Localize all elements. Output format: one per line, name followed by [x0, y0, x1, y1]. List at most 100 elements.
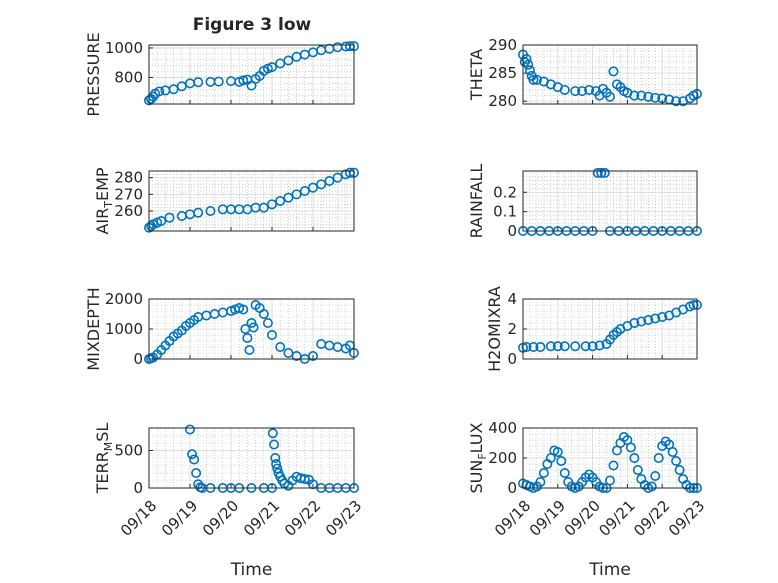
- data-point: [643, 314, 654, 325]
- y-axis-label: MIXDEPTH: [84, 287, 103, 370]
- data-point: [164, 212, 175, 223]
- y-axis-label-suffix: SL: [93, 423, 112, 442]
- y-axis-label-subscript: F: [476, 453, 489, 459]
- data-point: [671, 455, 682, 466]
- y-tick-label: 4: [507, 290, 517, 308]
- y-axis-label: SUNFLUX: [467, 422, 489, 493]
- y-axis-label-main: H2OMIXRA: [485, 286, 504, 372]
- y-tick-label: 500: [114, 442, 143, 460]
- x-tick-label: 09/22: [281, 497, 324, 540]
- x-tick-label: 09/23: [322, 497, 365, 540]
- data-point: [205, 206, 216, 217]
- y-tick-label: 0: [507, 479, 517, 497]
- data-point: [674, 464, 685, 475]
- y-tick-label: 0: [507, 350, 517, 368]
- data-point: [596, 167, 607, 178]
- data-point: [535, 341, 546, 352]
- data-point: [559, 467, 570, 478]
- data-point: [269, 439, 280, 450]
- y-tick-label: 260: [114, 202, 143, 220]
- y-axis-label: THETA: [467, 49, 486, 101]
- x-tick-label: 09/20: [199, 497, 242, 540]
- data-point: [213, 76, 224, 87]
- data-point: [291, 350, 302, 361]
- data-point: [556, 455, 567, 466]
- subplot-4: 00.1 0.2 RAINFALL: [467, 164, 702, 240]
- data-point: [657, 311, 668, 322]
- data-point: [244, 344, 255, 355]
- data-point: [191, 467, 202, 478]
- data-point: [267, 428, 278, 439]
- data-point: [332, 172, 343, 183]
- data-point: [299, 473, 310, 484]
- y-tick-label: 0: [133, 350, 143, 368]
- data-point: [653, 452, 664, 463]
- y-tick-label: 1000: [105, 39, 143, 57]
- x-tick-label: 09/20: [561, 497, 604, 540]
- data-point: [646, 481, 657, 492]
- y-tick-label: 1000: [105, 320, 143, 338]
- axes-box: [148, 427, 355, 489]
- data-point: [594, 340, 605, 351]
- x-tick-label: 09/21: [595, 497, 638, 540]
- data-point: [535, 476, 546, 487]
- x-axis-label: Time: [230, 560, 273, 580]
- data-point: [632, 464, 643, 475]
- data-point: [671, 96, 682, 107]
- chart-title: Figure 3 low: [193, 15, 312, 35]
- y-axis-label-main: SUN: [467, 460, 486, 494]
- x-tick-label: 09/18: [491, 497, 534, 540]
- data-point: [636, 90, 647, 101]
- y-tick-label: 285: [488, 64, 517, 82]
- y-tick-label: 0.1: [493, 203, 517, 221]
- data-point: [604, 475, 615, 486]
- data-point: [156, 216, 167, 227]
- y-tick-label: 270: [114, 185, 143, 203]
- y-tick-label: 280: [114, 169, 143, 187]
- data-point: [636, 316, 647, 327]
- data-point: [650, 470, 661, 481]
- data-point: [580, 341, 591, 352]
- data-point: [629, 317, 640, 328]
- data-point: [307, 182, 318, 193]
- x-axis-label: Time: [588, 560, 631, 580]
- y-axis-label-main: PRESSURE: [84, 32, 103, 116]
- data-point: [238, 75, 249, 86]
- data-point: [154, 86, 165, 97]
- axes-box: [148, 44, 355, 105]
- data-point: [625, 442, 636, 453]
- y-axis-label-main: RAINFALL: [467, 164, 486, 239]
- data-point: [629, 90, 640, 101]
- data-point: [187, 449, 198, 460]
- data-point: [266, 199, 277, 210]
- data-point: [599, 167, 610, 178]
- data-point: [189, 454, 200, 465]
- data-point: [552, 446, 563, 457]
- data-point: [667, 446, 678, 457]
- data-point: [193, 77, 204, 88]
- data-point: [524, 65, 535, 76]
- data-point: [283, 55, 294, 66]
- data-point: [324, 176, 335, 187]
- axes-box: [522, 170, 698, 232]
- data-point: [283, 347, 294, 358]
- y-axis-label-main: TERR: [93, 451, 112, 494]
- y-axis-label: AIRTEMP: [93, 167, 115, 234]
- data-point: [650, 313, 661, 324]
- data-point: [577, 86, 588, 97]
- data-point: [266, 62, 277, 73]
- x-tick-label: 09/22: [630, 497, 673, 540]
- data-point: [608, 66, 619, 77]
- data-point: [629, 452, 640, 463]
- y-axis-label: TERRMSL: [93, 423, 115, 495]
- data-point: [193, 207, 204, 218]
- data-point: [523, 59, 534, 70]
- x-tick-label: 09/21: [240, 497, 283, 540]
- data-point: [531, 74, 542, 85]
